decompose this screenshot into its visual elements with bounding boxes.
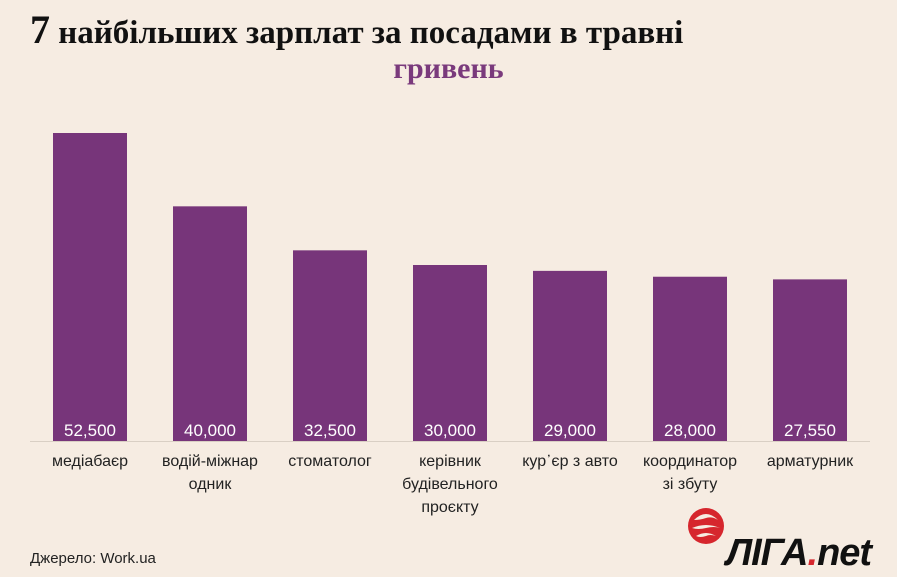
category-label-4-line-1: керівник <box>419 453 482 470</box>
category-label-7: арматурник <box>767 453 854 470</box>
chart-subtitle: гривень <box>393 52 504 85</box>
category-label-4-line-2: будівельного <box>402 476 498 493</box>
title-text: найбільших зарплат за посадами в травні <box>58 15 684 51</box>
category-label-5: кур᾽єр з авто <box>522 453 618 470</box>
data-label-7: 27,550 <box>784 421 836 440</box>
liga-logo-icon <box>688 508 724 544</box>
category-label-2-line-1: водій-міжнар <box>162 453 258 470</box>
category-label-6-line-1: координатор <box>643 453 737 470</box>
category-label-3: стоматолог <box>288 453 372 470</box>
bar-2 <box>173 206 247 441</box>
bar-4 <box>413 265 487 441</box>
category-label-6-line-2: зі збуту <box>663 476 718 493</box>
data-label-6: 28,000 <box>664 421 716 440</box>
source-note: Джерело: Work.ua <box>30 550 156 567</box>
category-label-1: медіабаєр <box>52 453 128 470</box>
category-label-4-line-3: проєкту <box>421 499 478 516</box>
liga-logo[interactable]: ЛІГА.net <box>686 506 891 574</box>
bar-5 <box>533 270 607 441</box>
liga-logo-text: ЛІГА.net <box>726 532 872 574</box>
title-number: 7 <box>30 7 50 52</box>
data-label-3: 32,500 <box>304 421 356 440</box>
data-label-4: 30,000 <box>424 421 476 440</box>
bar-3 <box>293 250 367 441</box>
bar-7 <box>773 279 847 441</box>
bar-1 <box>53 133 127 441</box>
data-label-2: 40,000 <box>184 421 236 440</box>
data-label-1: 52,500 <box>64 421 116 440</box>
chart-title: 7 найбільших зарплат за посадами в травн… <box>30 6 683 53</box>
category-label-2-line-2: одник <box>189 476 233 493</box>
data-label-5: 29,000 <box>544 421 596 440</box>
bar-6 <box>653 276 727 441</box>
